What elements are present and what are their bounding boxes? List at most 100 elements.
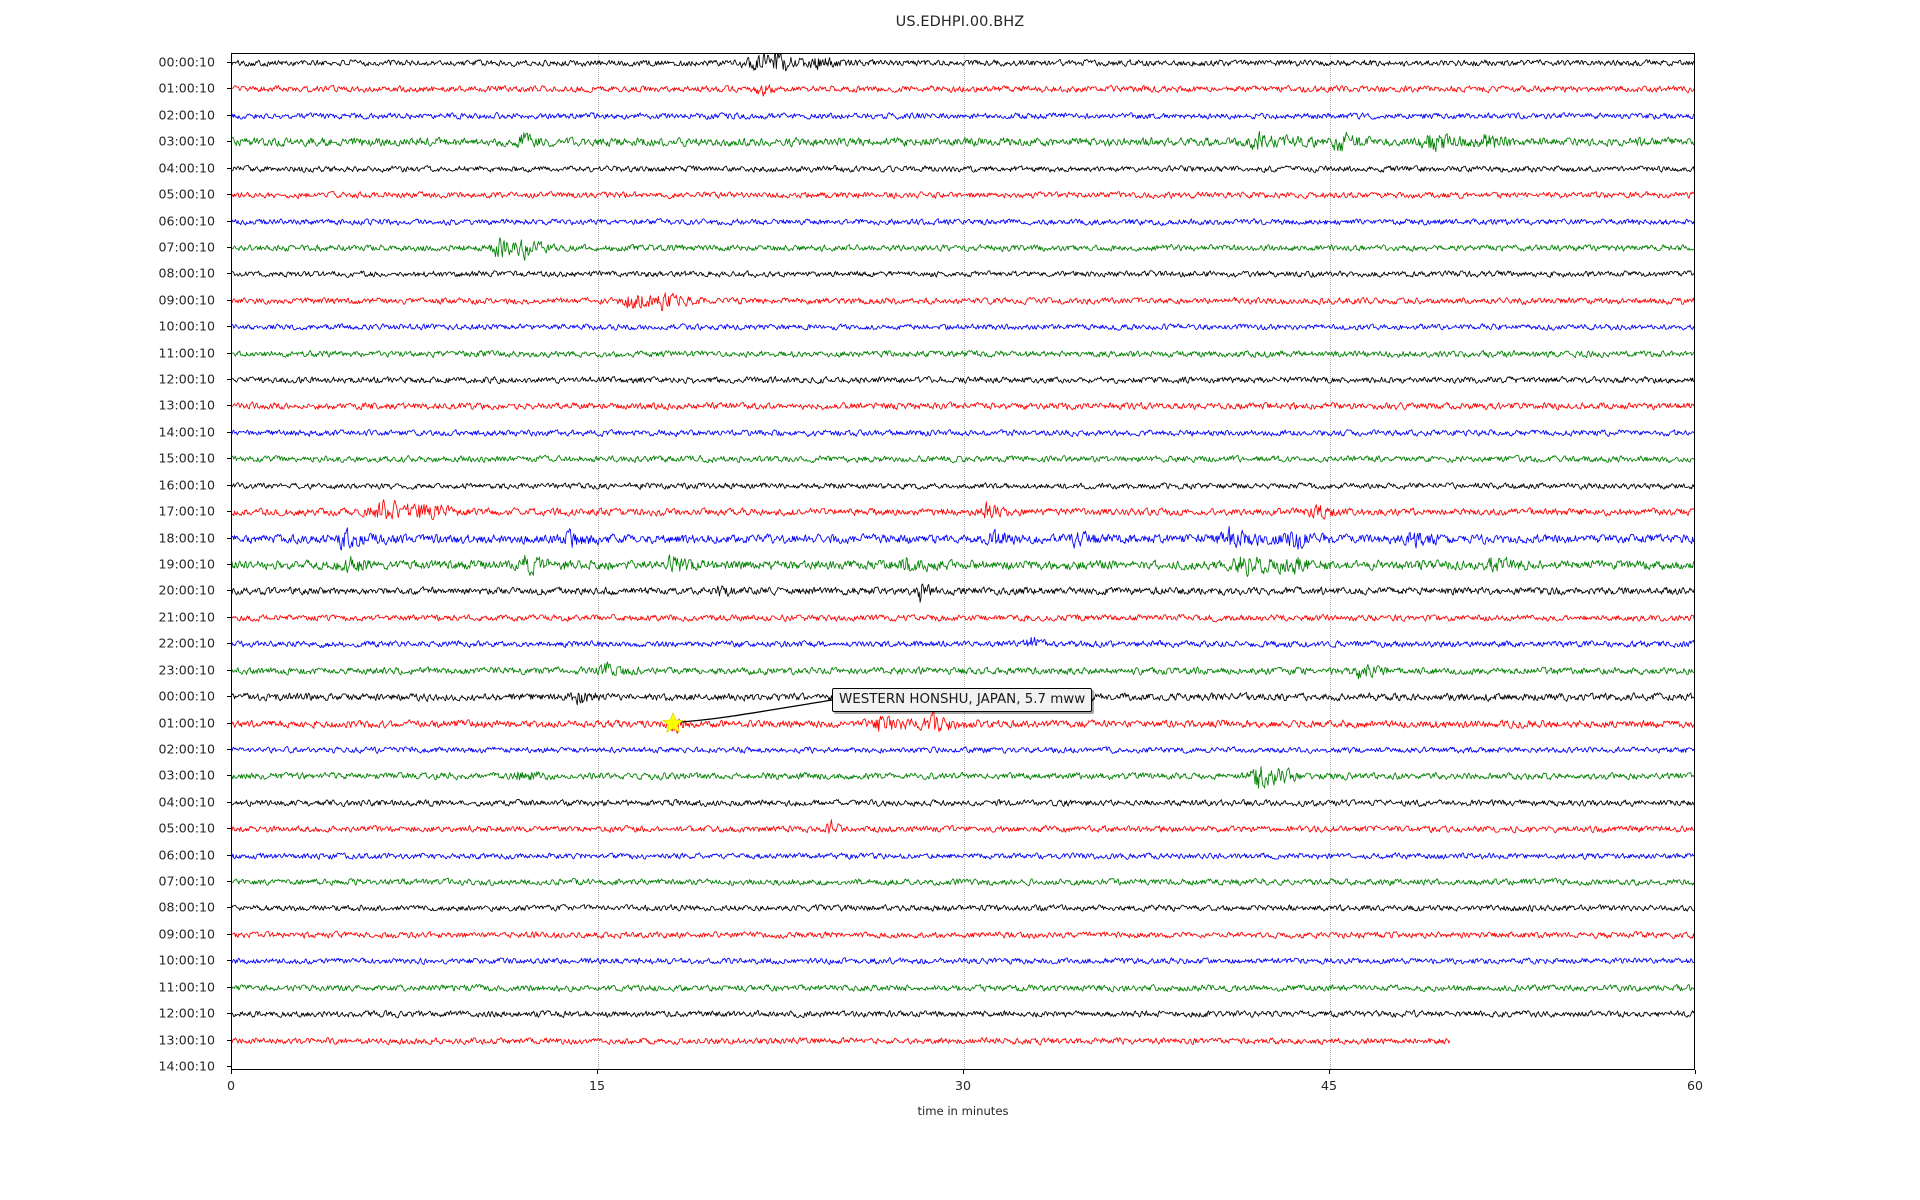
seismic-trace-row (232, 54, 1694, 76)
seismic-trace-row (232, 605, 1694, 631)
seismic-trace-row (232, 552, 1694, 578)
y-axis-tick-label: 00:00:10 (158, 688, 215, 704)
y-axis-tick-label: 20:00:10 (158, 582, 215, 598)
y-axis-tick-label: 23:00:10 (158, 662, 215, 678)
y-axis-tick-label: 12:00:10 (158, 1005, 215, 1021)
x-axis-tick-mark (1695, 1070, 1696, 1074)
seismic-trace-row (232, 1001, 1694, 1027)
seismic-trace-row (232, 103, 1694, 129)
y-axis-tick-label: 02:00:10 (158, 107, 215, 123)
y-axis-tick-mark (227, 696, 231, 698)
y-axis-tick-label: 01:00:10 (158, 715, 215, 731)
x-axis-tick-mark (597, 1070, 598, 1074)
seismic-trace-row (232, 76, 1694, 102)
y-axis-tick-label: 12:00:10 (158, 371, 215, 387)
y-axis-tick-label: 22:00:10 (158, 635, 215, 651)
seismic-trace-row (232, 525, 1694, 552)
y-axis-tick-label: 01:00:10 (158, 80, 215, 96)
x-axis-label: time in minutes (917, 1104, 1009, 1118)
y-axis-tick-label: 03:00:10 (158, 133, 215, 149)
y-axis-tick-mark (227, 1066, 231, 1067)
y-axis-tick-label: 07:00:10 (158, 873, 215, 889)
y-axis-tick-label: 16:00:10 (158, 477, 215, 493)
y-axis-tick-label: 10:00:10 (158, 318, 215, 334)
y-axis-tick-mark (227, 405, 231, 407)
y-axis-tick-mark (227, 194, 231, 196)
seismic-trace-row (232, 156, 1694, 182)
y-axis-tick-label: 13:00:10 (158, 1032, 215, 1048)
seismic-trace-row (232, 816, 1694, 842)
event-annotation-label: WESTERN HONSHU, JAPAN, 5.7 mww (832, 688, 1093, 712)
y-axis-tick-mark (227, 1039, 231, 1041)
y-axis-tick-mark (227, 669, 231, 671)
y-axis-tick-mark (227, 379, 231, 381)
page-title: US.EDHPI.00.BHZ (895, 14, 1025, 30)
seismic-trace-row (232, 948, 1694, 974)
y-axis-tick-mark (227, 299, 231, 301)
y-axis-tick-label: 09:00:10 (158, 292, 215, 308)
y-axis-tick-mark (227, 246, 231, 248)
y-axis-tick-mark (227, 1013, 231, 1015)
seismic-trace-row (232, 446, 1694, 472)
seismic-trace-row (232, 710, 1694, 737)
y-axis-tick-mark (227, 511, 231, 513)
gridline-30 (964, 54, 965, 1069)
seismic-trace-row (232, 499, 1694, 525)
y-axis-tick-label: 14:00:10 (158, 424, 215, 440)
x-axis-tick-mark (231, 1070, 232, 1074)
y-axis-tick-mark (227, 114, 231, 116)
event-marker-star-icon (661, 711, 684, 733)
x-axis-tick-label: 45 (1320, 1078, 1338, 1093)
seismic-trace-row (232, 922, 1694, 948)
seismic-trace-row (232, 393, 1694, 419)
seismic-trace-row (232, 737, 1694, 763)
seismic-trace-row (232, 129, 1694, 155)
y-axis-tick-mark (227, 564, 231, 565)
seismic-trace-row (232, 975, 1694, 1001)
seismic-trace-row (232, 578, 1694, 604)
seismic-trace-row (232, 367, 1694, 393)
y-axis-tick-mark (227, 643, 231, 645)
seismic-trace-row (232, 314, 1694, 340)
y-axis-tick-mark (227, 273, 231, 275)
seismic-trace-row (232, 631, 1694, 657)
y-axis-tick-mark (227, 801, 231, 803)
y-axis-tick-label: 18:00:10 (158, 530, 215, 546)
y-axis-tick-mark (227, 458, 231, 460)
seismic-trace-row (232, 182, 1694, 208)
y-axis-tick-mark (227, 986, 231, 988)
seismic-trace-row (232, 473, 1694, 499)
y-axis-tick-mark (227, 88, 231, 90)
y-axis-tick-label: 09:00:10 (158, 926, 215, 942)
seismic-trace-row (232, 341, 1694, 367)
y-axis-tick-mark (227, 484, 231, 486)
y-axis-tick-label: 05:00:10 (158, 820, 215, 836)
x-axis-tick-label: 0 (226, 1078, 235, 1093)
seismic-trace-row (232, 1054, 1694, 1069)
y-axis-tick-label: 15:00:10 (158, 450, 215, 466)
gridline-15 (598, 54, 599, 1069)
y-axis-tick-label: 07:00:10 (158, 239, 215, 255)
y-axis-tick-mark (227, 431, 231, 433)
y-axis-tick-label: 11:00:10 (158, 979, 215, 995)
y-axis-tick-label: 17:00:10 (158, 503, 215, 519)
y-axis-tick-label: 14:00:10 (158, 1058, 215, 1074)
seismic-trace-row (232, 420, 1694, 446)
seismic-trace-row (232, 1028, 1694, 1054)
seismic-trace-row (232, 209, 1694, 235)
y-axis-tick-mark (227, 220, 231, 222)
y-axis-tick-label: 21:00:10 (158, 609, 215, 625)
y-axis-tick-mark (227, 352, 231, 354)
gridline-45 (1330, 54, 1331, 1069)
y-axis-tick-mark (227, 722, 231, 724)
y-axis-tick-mark (227, 933, 231, 935)
y-axis-tick-label: 11:00:10 (158, 345, 215, 361)
x-axis-tick-mark (963, 1070, 964, 1074)
y-axis-tick-mark (227, 326, 231, 328)
seismic-trace-row (232, 843, 1694, 869)
y-axis-tick-label: 10:00:10 (158, 952, 215, 968)
y-axis-tick-label: 19:00:10 (158, 556, 215, 572)
y-axis-tick-label: 13:00:10 (158, 397, 215, 413)
seismic-trace-row (232, 288, 1694, 314)
